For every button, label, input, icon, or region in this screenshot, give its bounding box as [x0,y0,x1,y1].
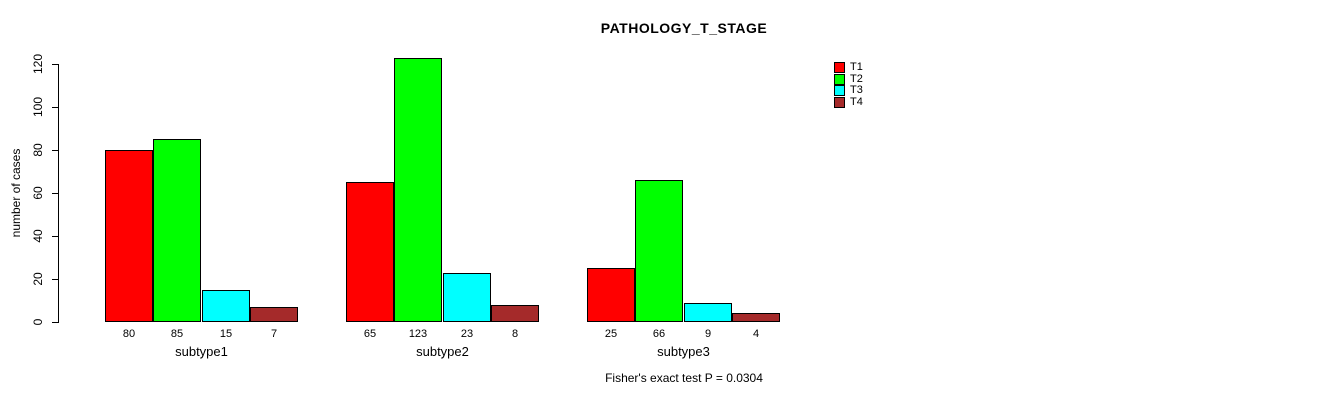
category-label-subtype3: subtype3 [657,344,710,359]
bar-subtype3-T3 [684,303,732,322]
annotation-fisher-test: Fisher's exact test P = 0.0304 [605,371,763,385]
bar-value-label: 65 [363,328,377,340]
category-label-subtype1: subtype1 [175,344,228,359]
bar-subtype2-T2 [394,58,442,322]
bar-value-label: 66 [652,328,666,340]
y-axis-tick-label: 20 [31,272,45,286]
y-axis-tick-label: 0 [31,318,45,326]
bar-subtype1-T4 [250,307,298,322]
bar-subtype1-T1 [105,150,153,322]
bar-value-label: 8 [511,328,519,340]
y-axis-tick [52,64,59,65]
y-axis-label: number of cases [9,148,23,238]
bar-subtype1-T3 [202,290,250,322]
category-label-subtype2: subtype2 [416,344,469,359]
bar-value-label: 7 [270,328,278,340]
legend: T1 T2 T3 T4 [834,62,863,108]
y-axis-tick [52,279,59,280]
y-axis-tick [52,322,59,323]
legend-item-T3: T3 [834,85,863,97]
bar-value-label: 85 [170,328,184,340]
y-axis-tick [52,107,59,108]
legend-swatch-T1 [834,62,845,74]
y-axis-tick-label: 40 [31,229,45,243]
y-axis-tick [52,150,59,151]
legend-item-T2: T2 [834,72,863,86]
bar-value-label: 23 [460,328,474,340]
legend-label-T2: T2 [850,72,863,85]
chart-title: PATHOLOGY_T_STAGE [600,20,768,36]
bar-value-label: 80 [122,328,136,340]
bar-subtype2-T4 [491,305,539,322]
bar-value-label: 15 [219,328,233,340]
bar-value-label: 123 [408,328,428,340]
y-axis-tick [52,236,59,237]
legend-swatch-T4 [834,96,845,108]
bar-value-label: 25 [604,328,618,340]
bar-value-label: 9 [704,328,712,340]
bar-subtype2-T1 [346,182,394,322]
bar-subtype2-T3 [443,273,491,322]
legend-label-T1: T1 [850,61,863,74]
bar-subtype3-T4 [732,313,780,322]
legend-label-T4: T4 [850,95,863,108]
bar-subtype3-T2 [635,180,683,322]
legend-label-T3: T3 [850,84,863,97]
legend-item-T1: T1 [834,62,863,74]
bar-subtype3-T1 [587,268,635,322]
legend-swatch-T3 [834,85,845,97]
y-axis-tick-label: 100 [31,96,45,118]
y-axis-tick-label: 60 [31,186,45,200]
y-axis-tick-label: 80 [31,143,45,157]
legend-item-T4: T4 [834,95,863,109]
y-axis-tick [52,193,59,194]
legend-swatch-T2 [834,73,845,85]
y-axis-tick-label: 120 [31,53,45,75]
bar-value-label: 4 [752,328,760,340]
bar-subtype1-T2 [153,139,201,322]
